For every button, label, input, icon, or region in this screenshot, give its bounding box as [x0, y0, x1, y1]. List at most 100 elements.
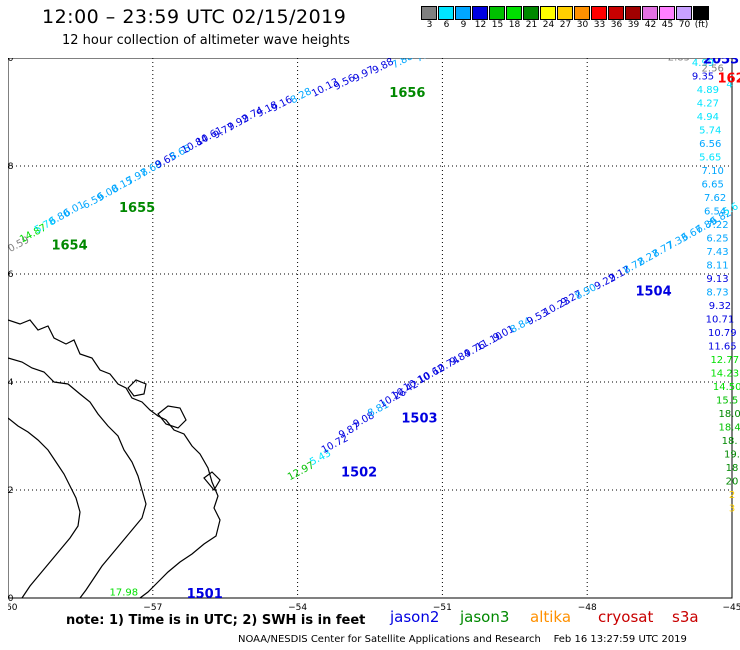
axis-ticks: −60 −57 −54 −51 −48 −45 50 52 54 56 58 60	[8, 58, 740, 613]
map-frame	[8, 58, 733, 599]
legend-jason2: jason2	[390, 608, 440, 626]
lat-tick-label: 54	[8, 378, 14, 388]
lat-tick-label: 52	[8, 486, 13, 496]
pass-label: 2053	[703, 58, 739, 67]
swh-value: 6.25	[706, 234, 728, 245]
scale-swatch	[421, 6, 437, 20]
scale-swatch	[523, 6, 539, 20]
swh-value: 12.77	[710, 355, 739, 366]
scale-swatch	[557, 6, 573, 20]
coastline-segment	[203, 471, 221, 492]
swh-value: 8.11	[706, 261, 728, 272]
pass-label: 1629	[718, 71, 740, 86]
wave-height-map: −60 −57 −54 −51 −48 −45 50 52 54 56 58 60 0.5914.87…	[8, 58, 740, 613]
scale-swatch	[676, 6, 692, 20]
swh-value: 4.94	[697, 112, 719, 123]
swh-value: 18.0	[718, 409, 740, 420]
swh-value: 5.74	[699, 126, 721, 137]
scale-swatch	[455, 6, 471, 20]
lat-tick-label: 58	[8, 162, 14, 172]
lon-tick-label: −45	[723, 603, 740, 613]
swh-value: 2.56	[702, 64, 724, 75]
scale-label: 9	[460, 20, 467, 30]
swh-value: 6.56	[699, 139, 721, 150]
swh-value: 4.89	[697, 85, 719, 96]
coastline-segment	[157, 405, 187, 429]
pass-label: 1501	[187, 587, 223, 602]
scale-swatches	[421, 6, 727, 20]
lon-tick-label: −54	[288, 603, 307, 613]
swh-value: 7.97	[414, 58, 439, 65]
scale-label: 45	[661, 20, 674, 30]
swh-value: 9.32	[709, 301, 731, 312]
pass-label: 1503	[401, 412, 437, 427]
scale-label: 21	[525, 20, 538, 30]
coastline-segment	[127, 379, 147, 397]
coastline-segment	[8, 417, 81, 599]
credit-line: NOAA/NESDIS Center for Satellite Applica…	[238, 634, 687, 645]
map-title: 12:00 – 23:59 UTC 02/15/2019	[42, 6, 347, 28]
color-scale: 3 6 9 12 15 18 21 24 27 30 33 36 39 42 45 70 (ft)	[421, 6, 727, 42]
swh-value: 6.54	[704, 207, 726, 218]
coastline-segment	[8, 357, 147, 599]
swh-value: 14.23	[710, 369, 739, 380]
swh-value: 3	[729, 504, 735, 515]
altimeter-values: 0.5914.875.786.806.016.596.008.157.978.6…	[8, 58, 740, 598]
pass-label: 1656	[389, 86, 425, 101]
scale-swatch	[438, 6, 454, 20]
scale-swatch	[642, 6, 658, 20]
scale-swatch	[591, 6, 607, 20]
swh-value: 6.65	[702, 180, 724, 191]
swh-value: 18	[726, 463, 739, 474]
scale-label: (ft)	[694, 20, 709, 30]
swh-value: 10.79	[708, 328, 737, 339]
pass-label: 1655	[119, 201, 155, 216]
swh-value: 7.22	[706, 220, 728, 231]
scale-label: 12	[474, 20, 487, 30]
swh-value: 10.71	[706, 315, 735, 326]
swh-value: 19.	[724, 450, 740, 461]
footnote: note: 1) Time is in UTC; 2) SWH is in fe…	[66, 613, 366, 628]
scale-label: 70	[678, 20, 691, 30]
scale-swatch	[489, 6, 505, 20]
scale-label: 24	[542, 20, 555, 30]
swh-value: 7.88	[390, 58, 415, 71]
scale-swatch	[608, 6, 624, 20]
lat-lon-grid	[8, 58, 733, 599]
swh-value: 4	[726, 80, 732, 91]
scale-swatch	[574, 6, 590, 20]
swh-value: 18.	[722, 436, 738, 447]
swh-value: 7.10	[702, 166, 724, 177]
legend-cryosat: cryosat	[598, 608, 654, 626]
swh-value: 7.43	[706, 247, 728, 258]
scale-labels: 3 6 9 12 15 18 21 24 27 30 33 36 39 42 45 70 (ft)	[421, 20, 727, 30]
swh-value: 5.65	[699, 153, 721, 164]
legend-s3a: s3a	[672, 608, 699, 626]
pass-label: 1504	[635, 285, 671, 300]
credit-text: NOAA/NESDIS Center for Satellite Applica…	[238, 634, 541, 645]
swh-value: 7.62	[704, 193, 726, 204]
map-subtitle: 12 hour collection of altimeter wave hei…	[62, 33, 350, 48]
scale-swatch	[472, 6, 488, 20]
scale-label: 18	[508, 20, 521, 30]
scale-label: 6	[443, 20, 450, 30]
legend-jason3: jason3	[460, 608, 510, 626]
lat-tick-label: 50	[8, 594, 14, 604]
swh-value: 20	[726, 477, 739, 488]
scale-label: 15	[491, 20, 504, 30]
lon-tick-label: −51	[433, 603, 452, 613]
swh-value: 4.27	[697, 99, 719, 110]
swh-value: 15.5	[716, 396, 738, 407]
coastline	[8, 319, 221, 599]
lon-tick-label: −57	[143, 603, 162, 613]
pass-labels: 1654 1655 1656 1502 1503 1504 1501 2053 1629	[51, 58, 740, 602]
scale-swatch	[540, 6, 556, 20]
legend-altika: altika	[530, 608, 572, 626]
swh-value: 4.99	[692, 58, 714, 69]
scale-label: 33	[593, 20, 606, 30]
scale-label: 30	[576, 20, 589, 30]
scale-swatch	[693, 6, 709, 20]
pass-label: 1654	[51, 239, 87, 254]
scale-swatch	[659, 6, 675, 20]
scale-swatch	[625, 6, 641, 20]
